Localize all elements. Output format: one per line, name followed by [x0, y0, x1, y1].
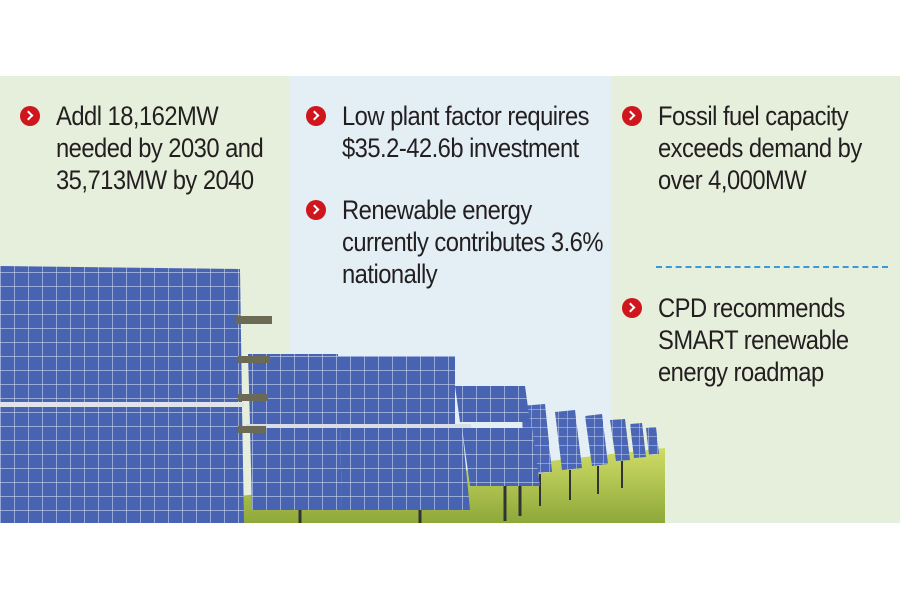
- bullet-text: Addl 18,162MW needed by 2030 and 35,713M…: [56, 101, 264, 195]
- bullet-text: CPD recommends SMART renewable energy ro…: [658, 293, 849, 387]
- bullet-item: Renewable energy currently contributes 3…: [306, 194, 606, 290]
- infographic-panel: Addl 18,162MW needed by 2030 and 35,713M…: [0, 76, 900, 523]
- solar-row-near: [246, 354, 471, 523]
- column-right-lower: CPD recommends SMART renewable energy ro…: [622, 292, 897, 388]
- chevron-right-circle-icon: [20, 106, 40, 126]
- bullet-item: Low plant factor requires $35.2-42.6b in…: [306, 100, 606, 164]
- solar-row-mid: [455, 386, 540, 521]
- column-right: Fossil fuel capacity exceeds demand by o…: [622, 100, 897, 196]
- bullet-text: Fossil fuel capacity exceeds demand by o…: [658, 101, 862, 195]
- bullet-text: Renewable energy currently contributes 3…: [342, 195, 604, 289]
- solar-panel-foreground: [0, 266, 272, 523]
- chevron-right-circle-icon: [622, 106, 642, 126]
- chevron-right-circle-icon: [306, 106, 326, 126]
- dashed-divider: [656, 266, 888, 268]
- bullet-item: Addl 18,162MW needed by 2030 and 35,713M…: [20, 100, 285, 196]
- chevron-right-circle-icon: [306, 200, 326, 220]
- column-left: Addl 18,162MW needed by 2030 and 35,713M…: [20, 100, 285, 196]
- bullet-text: Low plant factor requires $35.2-42.6b in…: [342, 101, 590, 163]
- bullet-item: Fossil fuel capacity exceeds demand by o…: [622, 100, 897, 196]
- chevron-right-circle-icon: [622, 298, 642, 318]
- bullet-item: CPD recommends SMART renewable energy ro…: [622, 292, 897, 388]
- column-middle: Low plant factor requires $35.2-42.6b in…: [306, 100, 606, 290]
- solar-panels-illustration: [0, 266, 665, 523]
